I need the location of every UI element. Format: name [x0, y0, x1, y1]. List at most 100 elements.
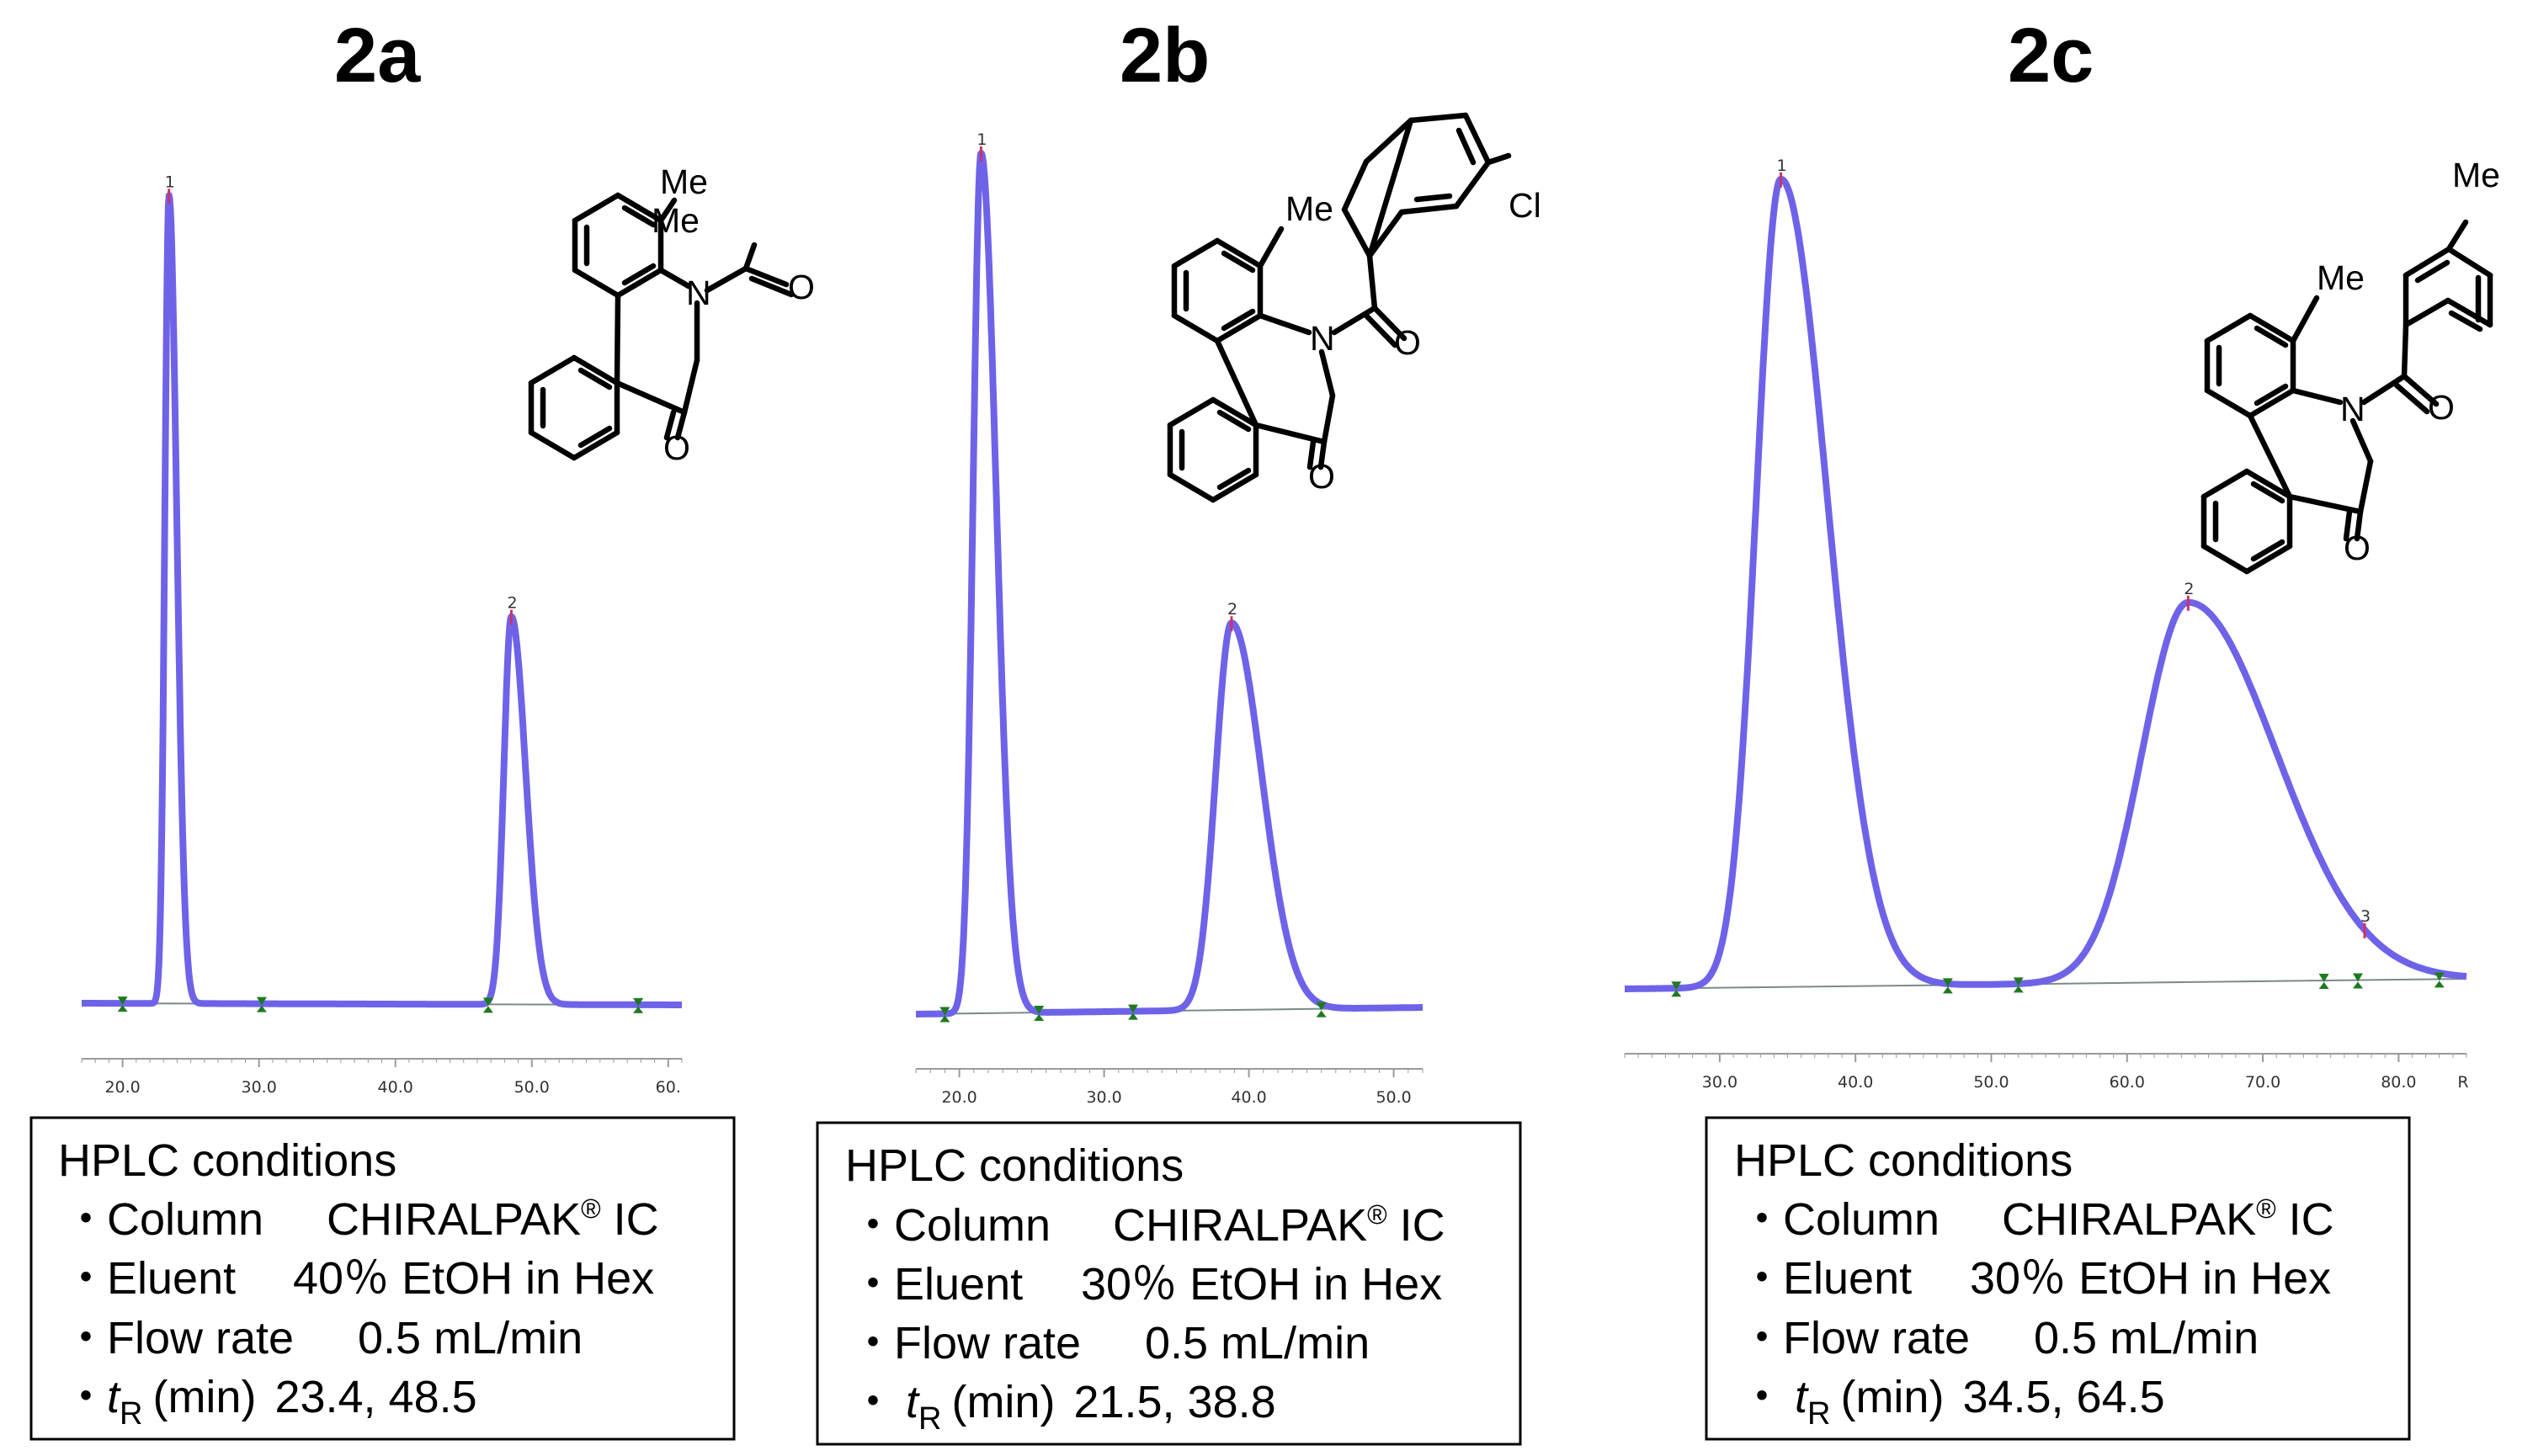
column-label-2a: Column: [107, 1194, 263, 1245]
trace-2a: [78, 192, 685, 1008]
flow-label-2a: Flow rate: [107, 1313, 294, 1363]
atom-label-2b-me: Me: [1285, 189, 1333, 228]
atom-label-2a-n: N: [686, 274, 711, 312]
atom-label-2a-me-1: Me: [660, 162, 708, 201]
x-tick-label-2b-0: 20.0: [941, 1088, 976, 1107]
conditions-heading-2a: HPLC conditions: [58, 1135, 396, 1186]
baseline-marker-2c-3: [2318, 974, 2329, 990]
column-mark-2c: ®: [2256, 1193, 2276, 1224]
baseline-marker-2c-0: [1671, 981, 1682, 997]
atom-label-2b-n: N: [1310, 319, 1335, 358]
column-suffix-2b: IC: [1387, 1200, 1445, 1251]
bullet-column-2a: ・: [63, 1194, 109, 1245]
eluent-label-2a: Eluent: [107, 1253, 236, 1304]
conditions-box-2b: HPLC conditions ・ Column CHIRALPAK® IC ・…: [816, 1121, 1522, 1446]
baseline-marker-2c-4: [2352, 973, 2363, 989]
column-suffix-2a: IC: [601, 1194, 659, 1245]
conditions-heading-2c: HPLC conditions: [1734, 1135, 2073, 1186]
bullet-eluent-2c: ・: [1739, 1253, 1785, 1304]
tr-sub-2a: R: [120, 1396, 142, 1432]
baseline-marker-2b-3: [1316, 1002, 1327, 1018]
structure-2b: Me N O O Cl: [1167, 112, 1541, 503]
atom-label-2a-o-1: O: [788, 268, 815, 306]
peak-label-2c-2: 2: [2184, 580, 2194, 598]
structure-2a: Me Me N O O: [528, 162, 815, 467]
baseline-marker-2a-1: [256, 996, 267, 1012]
x-tick-label-2c-6: R: [2457, 1073, 2468, 1092]
column-value-2a: CHIRALPAK: [327, 1194, 581, 1245]
column-value-2b: CHIRALPAK: [1113, 1200, 1367, 1251]
atom-label-2c-me-1: Me: [2452, 156, 2500, 194]
x-tick-label-2a-2: 40.0: [378, 1078, 413, 1097]
flow-value-2b: 0.5 mL/min: [1145, 1318, 1370, 1368]
peak-label-2a-2: 2: [507, 594, 517, 613]
tr-italic-2a: t: [107, 1372, 121, 1422]
x-tick-label-2c-2: 50.0: [1973, 1073, 2009, 1092]
panel-title-2b: 2b: [1120, 13, 1211, 98]
tr-italic-2c: t: [1795, 1372, 1809, 1422]
flow-value-2c: 0.5 mL/min: [2034, 1313, 2259, 1363]
baseline-marker-2c-2: [2013, 977, 2024, 993]
atom-label-2b-cl: Cl: [1509, 186, 1541, 225]
bullet-tr-2b: ・: [850, 1377, 896, 1427]
svg-text:CHIRALPAK® IC: CHIRALPAK® IC: [1113, 1199, 1445, 1251]
x-tick-label-2a-3: 50.0: [514, 1078, 550, 1097]
atom-label-2c-o-1: O: [2428, 388, 2455, 427]
baseline-marker-2a-3: [633, 997, 644, 1013]
chromatogram-2c: 1 2 3 30.0 40.0 50.0 60.0 70.0 80.0 R: [1622, 157, 2469, 1092]
peak-label-2a-1: 1: [165, 173, 175, 191]
conditions-heading-2b: HPLC conditions: [845, 1140, 1184, 1191]
eluent-value-2c: 30％ EtOH in Hex: [1970, 1253, 2331, 1304]
eluent-value-2b: 30％ EtOH in Hex: [1081, 1259, 1442, 1310]
tr-sub-2c: R: [1807, 1396, 1830, 1432]
x-tick-label-2c-1: 40.0: [1838, 1073, 1873, 1092]
bullet-flow-2a: ・: [63, 1313, 109, 1363]
column-mark-2a: ®: [581, 1193, 601, 1224]
bullet-column-2c: ・: [1739, 1194, 1785, 1245]
svg-text:CHIRALPAK® IC: CHIRALPAK® IC: [2002, 1193, 2334, 1245]
tr-sub-2b: R: [918, 1401, 941, 1437]
flow-label-2b: Flow rate: [894, 1318, 1081, 1368]
atom-label-2c-n: N: [2340, 390, 2365, 428]
tr-unit-2b: (min): [951, 1377, 1055, 1427]
baseline-marker-2b-2: [1128, 1004, 1138, 1020]
eluent-label-2b: Eluent: [894, 1259, 1023, 1310]
atom-label-2b-o-2: O: [1308, 457, 1335, 496]
x-tick-label-2c-5: 80.0: [2381, 1073, 2416, 1092]
x-tick-label-2c-4: 70.0: [2245, 1073, 2280, 1092]
conditions-box-2a: HPLC conditions ・ Column CHIRALPAK® IC ・…: [29, 1116, 736, 1441]
x-tick-label-2b-3: 50.0: [1376, 1088, 1411, 1107]
conditions-box-2c: HPLC conditions ・ Column CHIRALPAK® IC ・…: [1705, 1116, 2411, 1441]
peak-label-2b-2: 2: [1227, 600, 1237, 619]
tr-values-2a: 23.4, 48.5: [274, 1372, 476, 1422]
bullet-eluent-2b: ・: [850, 1259, 896, 1310]
x-tick-label-2b-1: 30.0: [1086, 1088, 1121, 1107]
chromatogram-2a: 1 2 20.0 30.0 40.0 50.0 60.: [78, 173, 685, 1097]
chromatogram-2b: 1 2 20.0 30.0 40.0 50.0: [913, 130, 1426, 1107]
tr-unit-2c: (min): [1840, 1372, 1944, 1422]
column-suffix-2c: IC: [2276, 1194, 2334, 1245]
x-tick-label-2a-1: 30.0: [242, 1078, 277, 1097]
x-tick-label-2c-3: 60.0: [2110, 1073, 2145, 1092]
x-tick-label-2a-4: 60.: [656, 1078, 681, 1097]
structure-2c: Me Me N O O: [2200, 156, 2500, 575]
tr-unit-2a: (min): [152, 1372, 256, 1422]
bullet-tr-2c: ・: [1739, 1372, 1785, 1422]
peak-label-2b-1: 1: [976, 130, 987, 149]
atom-label-2a-me-2: Me: [652, 201, 700, 240]
tr-values-2c: 34.5, 64.5: [1962, 1372, 2164, 1422]
eluent-label-2c: Eluent: [1783, 1253, 1912, 1304]
trace-2b: [913, 150, 1426, 1018]
baseline-marker-2b-1: [1034, 1006, 1045, 1022]
svg-text:CHIRALPAK® IC: CHIRALPAK® IC: [327, 1193, 659, 1245]
atom-label-2c-o-2: O: [2344, 529, 2371, 567]
svg-text:tR(min)21.5, 38.8: tR (min) 21.5, 38.8: [906, 1377, 1276, 1437]
atom-label-2b-o-1: O: [1394, 323, 1421, 362]
svg-text:tR(min)23.4, 48.5: tR (min) 23.4, 48.5: [107, 1372, 477, 1432]
flow-value-2a: 0.5 mL/min: [358, 1313, 583, 1363]
bullet-column-2b: ・: [850, 1200, 896, 1251]
bullet-flow-2b: ・: [850, 1318, 896, 1368]
atom-label-2c-me-2: Me: [2317, 258, 2365, 297]
x-tick-label-2a-0: 20.0: [104, 1078, 140, 1097]
